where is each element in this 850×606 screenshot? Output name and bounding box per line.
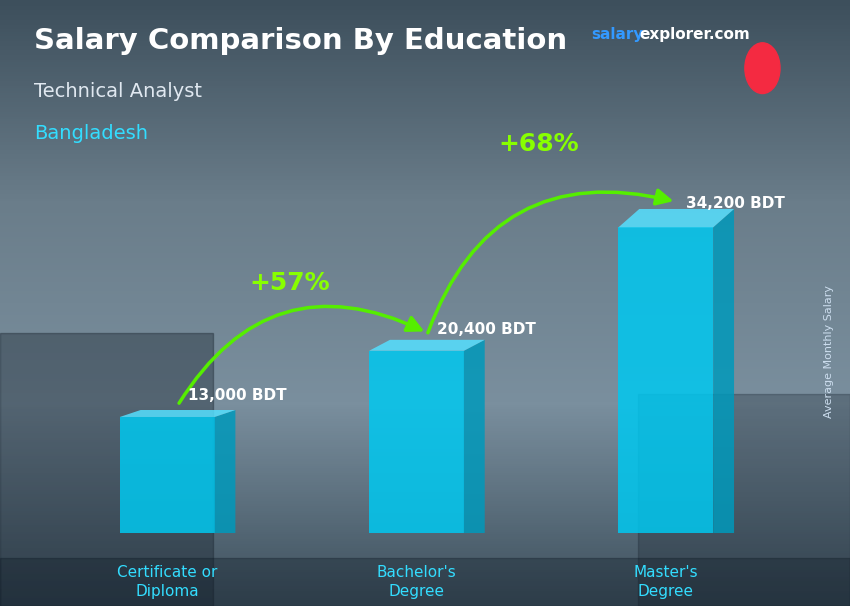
Polygon shape xyxy=(619,227,713,533)
Polygon shape xyxy=(120,417,214,533)
Text: Certificate or
Diploma: Certificate or Diploma xyxy=(117,565,218,599)
Text: 13,000 BDT: 13,000 BDT xyxy=(188,388,286,403)
Bar xyxy=(638,394,850,606)
Bar xyxy=(0,558,850,606)
Polygon shape xyxy=(214,410,235,533)
Bar xyxy=(0,333,212,606)
Text: 20,400 BDT: 20,400 BDT xyxy=(437,322,536,337)
Polygon shape xyxy=(619,209,734,227)
Text: Technical Analyst: Technical Analyst xyxy=(34,82,202,101)
Text: salary: salary xyxy=(591,27,643,42)
Polygon shape xyxy=(120,410,235,417)
Text: Average Monthly Salary: Average Monthly Salary xyxy=(824,285,834,418)
Text: +68%: +68% xyxy=(499,132,580,156)
Polygon shape xyxy=(369,340,484,351)
Text: Master's
Degree: Master's Degree xyxy=(633,565,698,599)
Polygon shape xyxy=(713,209,734,533)
Text: Bangladesh: Bangladesh xyxy=(34,124,148,143)
Text: Bachelor's
Degree: Bachelor's Degree xyxy=(377,565,456,599)
Text: +57%: +57% xyxy=(250,271,330,296)
Circle shape xyxy=(745,43,780,93)
Text: explorer.com: explorer.com xyxy=(639,27,750,42)
Text: 34,200 BDT: 34,200 BDT xyxy=(686,196,785,211)
Text: Salary Comparison By Education: Salary Comparison By Education xyxy=(34,27,567,55)
Polygon shape xyxy=(464,340,484,533)
Polygon shape xyxy=(369,351,464,533)
